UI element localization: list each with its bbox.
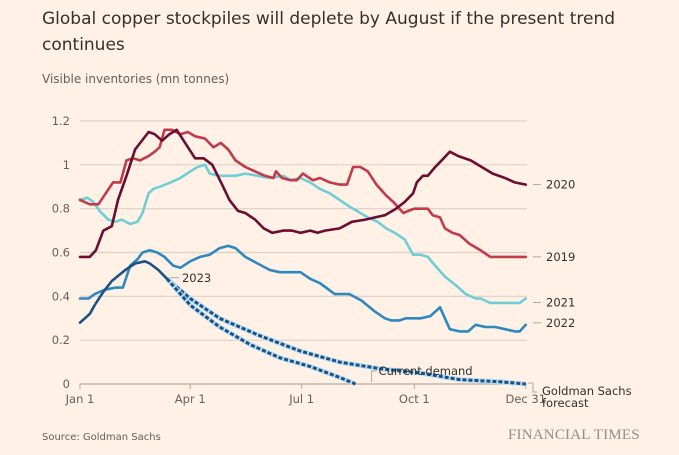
series-label-2021: 2021 (546, 296, 575, 310)
y-tick-label: 0.2 (52, 333, 70, 347)
y-tick-label: 0.8 (52, 202, 70, 216)
series-line-2019 (78, 128, 528, 259)
series-line-2022 (78, 244, 528, 333)
series-label-2020: 2020 (546, 178, 575, 192)
series-halo-current-demand (165, 277, 357, 387)
series-label-goldman-forecast: Goldman Sachs (542, 384, 632, 398)
series-line-current-demand (165, 277, 357, 386)
series-lines (78, 128, 528, 387)
y-tick-label: 0 (63, 377, 70, 391)
label-leader (371, 370, 377, 382)
y-axis-ticks: 0 0.2 0.4 0.6 0.8 1 1.2 (52, 114, 70, 391)
x-tick-label: Jul 1 (288, 392, 314, 406)
series-line-goldman-sachs-forecast (166, 277, 526, 386)
x-tick-label: Apr 1 (175, 392, 206, 406)
y-tick-label: 0.4 (52, 289, 70, 303)
x-tick-label: Jan 1 (65, 392, 95, 406)
label-leader (528, 382, 537, 393)
brand-logo: FINANCIAL TIMES (508, 427, 640, 443)
x-axis: Jan 1 Apr 1 Jul 1 Oct 1 Dec 31 (65, 383, 547, 406)
series-line-2023 (78, 260, 169, 324)
series-label-2019: 2019 (546, 250, 575, 264)
series-label-2023: 2023 (182, 271, 211, 285)
series-label-goldman-forecast: forecast (542, 396, 589, 410)
y-tick-label: 1 (63, 158, 70, 172)
source-note: Source: Goldman Sachs (42, 432, 161, 443)
x-tick-label: Dec 31 (506, 392, 547, 406)
series-label-current-demand: Current demand (379, 364, 473, 378)
gridlines (80, 120, 527, 341)
y-tick-label: 0.6 (52, 246, 70, 260)
x-tick-label: Oct 1 (399, 392, 430, 406)
series-label-2022: 2022 (546, 316, 575, 330)
chart-title: Global copper stockpiles will deplete by… (42, 9, 616, 55)
y-tick-label: 1.2 (52, 114, 70, 128)
series-line-2020 (78, 128, 528, 259)
y-axis-label: Visible inventories (mn tonnes) (42, 72, 230, 86)
